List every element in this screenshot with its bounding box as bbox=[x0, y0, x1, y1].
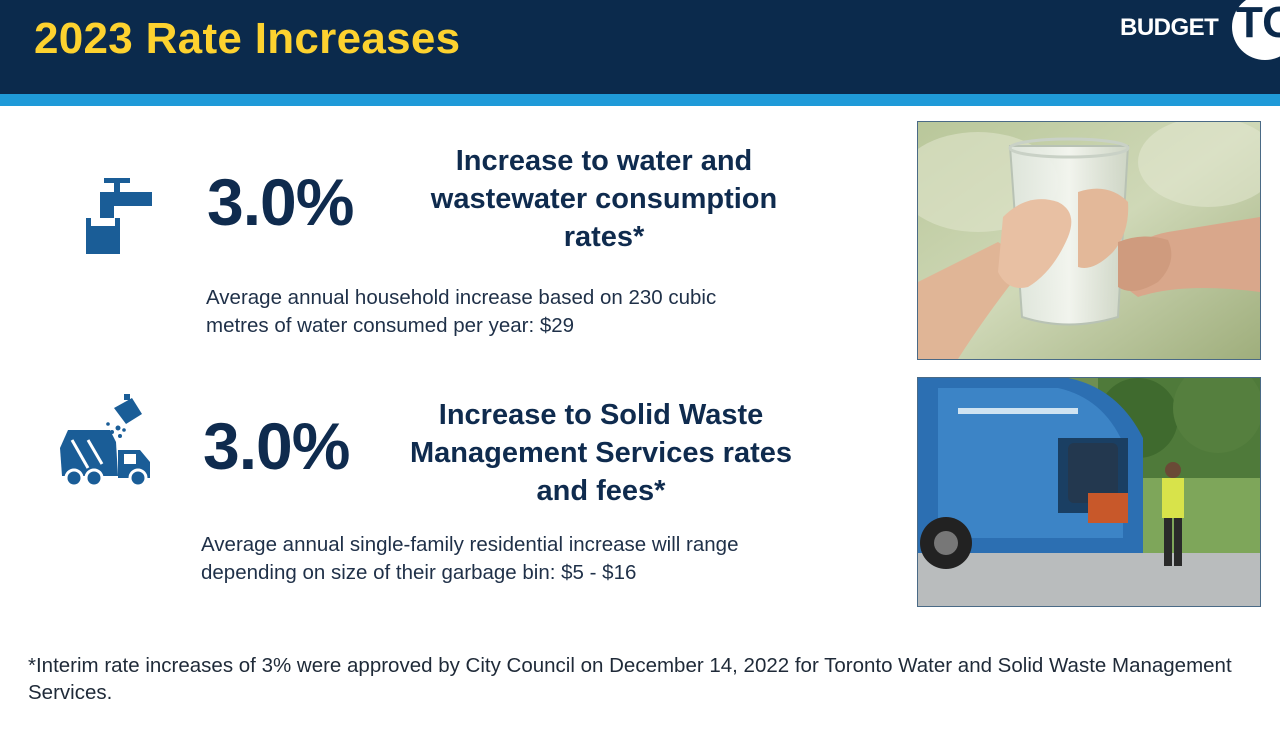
waste-description-line-1: Average annual single-family residential… bbox=[201, 533, 739, 556]
logo-mark: TO bbox=[1236, 0, 1280, 47]
waste-heading-line-3: and fees* bbox=[536, 475, 666, 507]
water-heading-line-1: Increase to water and bbox=[455, 145, 753, 177]
header-bar: 2023 Rate Increases BUDGET TO bbox=[0, 0, 1280, 94]
waste-heading-line-1: Increase to Solid Waste bbox=[438, 399, 764, 431]
footnote: *Interim rate increases of 3% were appro… bbox=[28, 654, 1232, 704]
waste-description-line-2: depending on size of their garbage bin: … bbox=[201, 561, 637, 584]
header-accent-stripe bbox=[0, 94, 1280, 106]
waste-description: Average annual single-family residential… bbox=[201, 531, 881, 587]
logo-text: BUDGET bbox=[1120, 14, 1219, 41]
waste-rate-percent: 3.0% bbox=[203, 409, 350, 483]
logo-circle: TO bbox=[1232, 0, 1280, 60]
water-tap-icon bbox=[82, 172, 158, 258]
garbage-truck-icon bbox=[58, 394, 154, 490]
garbage-truck-photo bbox=[917, 377, 1261, 607]
page-title: 2023 Rate Increases bbox=[34, 14, 461, 63]
water-description-line-1: Average annual household increase based … bbox=[206, 286, 717, 309]
water-glass-photo bbox=[917, 121, 1261, 360]
waste-heading-line-2: Management Services rates bbox=[409, 437, 793, 469]
water-description-line-2: metres of water consumed per year: $29 bbox=[206, 314, 575, 337]
water-description: Average annual household increase based … bbox=[206, 284, 846, 340]
water-rate-percent: 3.0% bbox=[207, 165, 354, 239]
water-heading: Increase to water and wastewater consump… bbox=[400, 142, 808, 256]
waste-heading: Increase to Solid Waste Management Servi… bbox=[380, 396, 822, 510]
water-heading-line-3: rates* bbox=[563, 221, 645, 253]
budget-to-logo: BUDGET TO bbox=[1120, 0, 1280, 70]
water-heading-line-2: wastewater consumption bbox=[430, 183, 778, 215]
